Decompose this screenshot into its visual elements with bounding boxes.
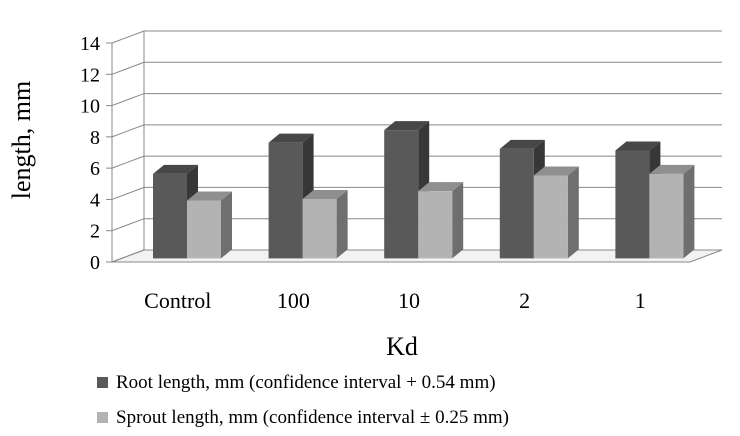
- bar-side: [567, 166, 579, 259]
- bar-top: [533, 166, 579, 176]
- bar-top: [649, 164, 695, 174]
- legend-swatch: [97, 412, 108, 423]
- bar: [187, 191, 232, 259]
- bar-side: [683, 164, 695, 259]
- bar: [533, 166, 579, 259]
- bar: [302, 189, 348, 259]
- y-tick-label: 2: [90, 221, 100, 243]
- bar-side: [452, 182, 464, 259]
- bar-top: [268, 133, 314, 143]
- side-wall-edge: [111, 31, 145, 263]
- x-tick-label: 1: [635, 288, 646, 313]
- bar-front: [499, 148, 534, 259]
- tick-labels: 0 2 4 6 8 10 12 14 Control 100 10 2 1: [80, 33, 646, 313]
- bar-front: [418, 191, 453, 259]
- bars: [153, 121, 695, 259]
- legend-label: Sprout length, mm (confidence interval ±…: [116, 407, 509, 428]
- bar-top: [153, 164, 198, 174]
- gridline: [111, 93, 722, 107]
- bar-top: [187, 191, 232, 201]
- bar-top: [615, 141, 661, 151]
- x-axis-title: Kd: [386, 332, 418, 361]
- x-tick-label: Control: [144, 288, 211, 313]
- bar-front: [187, 200, 221, 259]
- bar-front: [153, 173, 187, 259]
- legend-swatch: [97, 377, 108, 388]
- y-tick-label: 4: [90, 189, 100, 211]
- bar-side: [221, 191, 232, 259]
- bar-side: [336, 189, 348, 259]
- x-tick-label: 10: [398, 288, 420, 313]
- bar-top: [499, 139, 545, 149]
- bar-front: [533, 175, 568, 259]
- bar-top: [384, 121, 430, 131]
- bar-front: [615, 150, 650, 259]
- y-tick-label: 6: [90, 158, 100, 180]
- bar: [649, 164, 695, 259]
- bar-top: [418, 182, 464, 192]
- y-tick-label: 14: [80, 33, 100, 55]
- legend-label: Root length, mm (confidence interval + 0…: [116, 372, 496, 393]
- gridline: [111, 124, 722, 138]
- gridline: [111, 61, 722, 75]
- y-axis-title: length, mm: [7, 81, 36, 199]
- y-tick-label: 10: [80, 96, 100, 118]
- bar-front: [384, 130, 419, 259]
- y-tick-label: 12: [80, 64, 100, 86]
- bar-front: [268, 142, 303, 259]
- y-tick-label: 0: [90, 252, 100, 274]
- gridline: [111, 30, 722, 44]
- axes: [106, 42, 690, 263]
- bar-front: [649, 173, 684, 259]
- x-tick-label: 100: [277, 288, 310, 313]
- x-tick-label: 2: [519, 288, 530, 313]
- bar: [418, 182, 464, 259]
- bar-top: [302, 189, 348, 199]
- legend: Root length, mm (confidence interval + 0…: [97, 372, 509, 428]
- bar-front: [302, 198, 337, 259]
- y-tick-label: 8: [90, 127, 100, 149]
